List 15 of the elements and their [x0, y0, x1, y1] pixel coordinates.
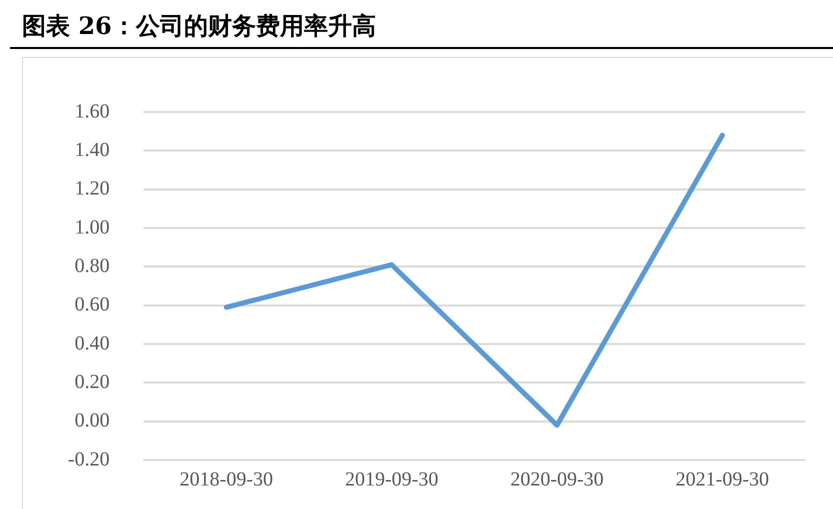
x-tick-label: 2021-09-30: [676, 468, 769, 490]
x-tick-label: 2019-09-30: [345, 468, 438, 490]
y-tick-label: 1.40: [74, 138, 110, 161]
x-tick-label: 2018-09-30: [180, 468, 273, 490]
y-tick-label: 1.00: [74, 216, 110, 238]
y-tick-label: 0.40: [74, 332, 110, 354]
chart-title: 图表 26：公司的财务费用率升高: [22, 10, 376, 42]
y-tick-label: 1.20: [74, 178, 110, 200]
y-tick-label: 0.00: [74, 410, 110, 432]
y-tick-label: 0.80: [74, 254, 110, 277]
y-tick-label: 1.60: [74, 100, 110, 122]
y-tick-label: 0.20: [74, 370, 110, 393]
x-tick-label: 2020-09-30: [510, 468, 604, 490]
y-tick-label: 0.60: [74, 294, 110, 316]
y-tick-label: -0.20: [68, 448, 110, 470]
